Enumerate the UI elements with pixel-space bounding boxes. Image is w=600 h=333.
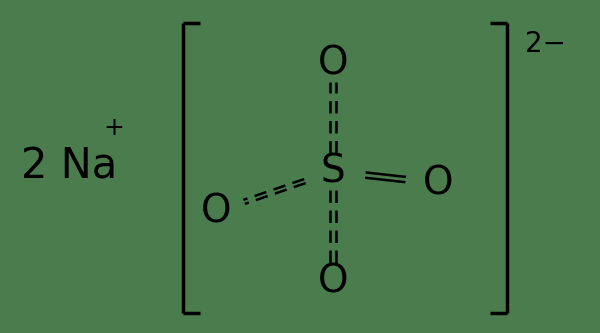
- Text: O: O: [318, 44, 348, 82]
- Text: O: O: [201, 192, 231, 230]
- Text: 2−: 2−: [525, 30, 566, 58]
- Text: O: O: [318, 262, 348, 300]
- Text: O: O: [423, 164, 453, 202]
- Text: S: S: [320, 153, 346, 190]
- Text: +: +: [104, 116, 124, 140]
- Text: 2 Na: 2 Na: [21, 146, 117, 187]
